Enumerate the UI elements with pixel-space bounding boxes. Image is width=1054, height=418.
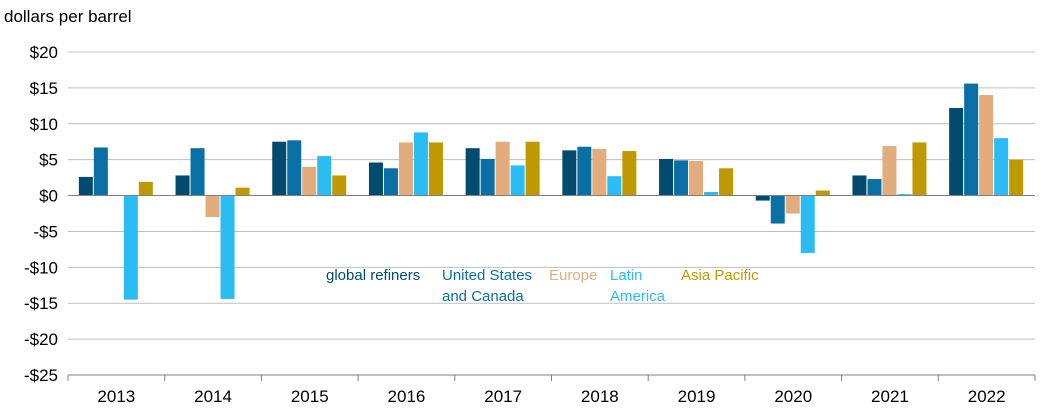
bar [138, 181, 153, 196]
legend-entry: America [610, 288, 666, 305]
y-tick-label: -$15 [24, 294, 58, 313]
bar [912, 142, 927, 196]
bar [93, 147, 108, 196]
bar [480, 158, 495, 196]
bar [428, 142, 443, 196]
bar [235, 187, 250, 196]
bar [562, 150, 577, 196]
x-tick-label: 2013 [97, 387, 135, 406]
bar [979, 95, 994, 196]
bar [495, 141, 510, 196]
bar [659, 158, 674, 196]
y-tick-label: $10 [30, 115, 58, 134]
bar [398, 142, 413, 196]
x-tick-label: 2017 [484, 387, 522, 406]
bar [592, 148, 607, 196]
bar [815, 190, 830, 196]
y-tick-label: -$5 [33, 222, 58, 241]
axes: $20 $15 $10 $5 $0 -$5 -$10 -$15 -$20 -$25 2013 2014… [24, 43, 1036, 406]
bars [78, 83, 1024, 300]
bar [719, 168, 734, 196]
y-tick-label: $0 [39, 187, 58, 206]
y-axis-unit-label: dollars per barrel [4, 7, 132, 26]
bar [510, 165, 525, 196]
y-tick-label: $20 [30, 43, 58, 62]
bar [949, 107, 964, 196]
bar [123, 195, 138, 300]
y-tick-label: $15 [30, 79, 58, 98]
bar [525, 141, 540, 196]
legend-entry: United States [442, 267, 532, 284]
bar [755, 195, 770, 201]
legend-entry: and Canada [442, 288, 524, 305]
legend-entry: Europe [549, 267, 597, 284]
bar [867, 179, 882, 196]
bar [383, 168, 398, 196]
legend: global refiners United States and Canada Eu… [326, 267, 759, 305]
bar [674, 160, 689, 196]
bar [622, 151, 637, 196]
bar [465, 148, 480, 196]
y-tick-label: -$10 [24, 258, 58, 277]
bar [882, 146, 897, 196]
legend-entry: Latin [610, 267, 643, 284]
legend-entry: global refiners [326, 267, 420, 284]
bar [413, 132, 428, 196]
x-tick-label: 2015 [291, 387, 329, 406]
bar [964, 83, 979, 196]
bar [368, 162, 383, 196]
bar [272, 141, 287, 196]
x-tick-label: 2022 [968, 387, 1006, 406]
bar [287, 140, 302, 196]
y-tick-label: -$25 [24, 366, 58, 385]
x-tick-label: 2021 [871, 387, 909, 406]
bar [689, 161, 704, 196]
bar [220, 195, 235, 299]
x-tick-label: 2019 [678, 387, 716, 406]
bar [897, 194, 912, 196]
y-tick-label: $5 [39, 151, 58, 170]
bar [800, 195, 815, 253]
bar [332, 175, 347, 196]
bar [190, 148, 205, 196]
x-tick-label: 2016 [388, 387, 426, 406]
bar [577, 146, 592, 196]
x-tick-label: 2020 [774, 387, 812, 406]
bar [205, 195, 220, 218]
bar [607, 176, 622, 196]
bar [175, 175, 190, 196]
bar [78, 176, 93, 196]
x-tick-label: 2018 [581, 387, 619, 406]
x-tick-label: 2014 [194, 387, 232, 406]
bar [302, 166, 317, 196]
bar [1009, 159, 1024, 196]
bar [994, 138, 1009, 196]
bar [317, 156, 332, 196]
bar [852, 175, 867, 196]
bar [704, 191, 719, 196]
y-tick-label: -$20 [24, 330, 58, 349]
bar [770, 195, 785, 224]
bar [785, 195, 800, 214]
legend-entry: Asia Pacific [681, 267, 759, 284]
